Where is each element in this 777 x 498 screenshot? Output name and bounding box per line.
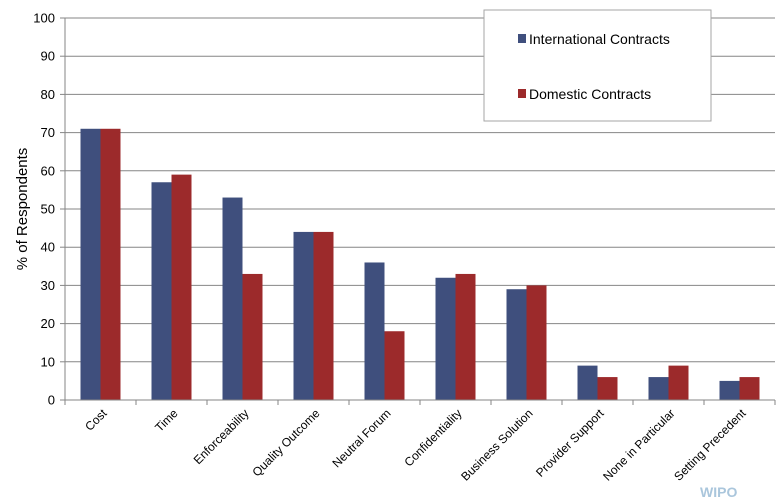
bar-domestic-4 [384, 331, 405, 400]
legend-swatch-domestic [518, 89, 526, 98]
x-category-label: Quality Outcome [250, 406, 323, 479]
bar-international-5 [435, 277, 456, 400]
y-axis-ticks: 0 10 20 30 40 50 60 70 80 90 100 [33, 11, 55, 408]
bar-international-2 [222, 197, 243, 400]
bar-international-9 [719, 380, 740, 400]
y-tick-label: 100 [33, 11, 55, 26]
y-tick-label: 20 [41, 316, 55, 331]
bar-international-4 [364, 262, 385, 400]
x-category-label: Confidentiality [401, 406, 464, 469]
bar-international-1 [151, 182, 172, 400]
y-tick-label: 60 [41, 163, 55, 178]
y-tick-label: 0 [48, 393, 55, 408]
legend-label-international: International Contracts [529, 31, 670, 47]
legend: International Contracts Domestic Contrac… [483, 9, 712, 122]
bar-domestic-0 [100, 128, 121, 400]
bar-international-8 [648, 377, 669, 400]
y-tick-label: 40 [41, 240, 55, 255]
bar-domestic-2 [242, 273, 263, 400]
legend-box [483, 9, 712, 122]
x-category-label: Neutral Forum [329, 406, 393, 470]
bar-domestic-7 [597, 377, 618, 400]
y-tick-label: 30 [41, 278, 55, 293]
bar-international-6 [506, 289, 527, 400]
x-category-label: Setting Precedent [671, 406, 749, 484]
y-tick-label: 90 [41, 49, 55, 64]
x-category-label: None in Particular [600, 406, 677, 483]
x-category-label: Enforceability [191, 406, 252, 467]
x-category-label: Time [152, 406, 181, 435]
bar-domestic-8 [668, 365, 689, 400]
bars [80, 128, 760, 400]
legend-label-domestic: Domestic Contracts [529, 86, 651, 102]
bar-international-7 [577, 365, 598, 400]
bar-international-3 [293, 231, 314, 400]
bar-domestic-9 [739, 377, 760, 400]
y-tick-label: 50 [41, 202, 55, 217]
y-tick-label: 80 [41, 87, 55, 102]
y-tick-label: 70 [41, 125, 55, 140]
x-category-label: Provider Support [533, 406, 607, 480]
bar-domestic-1 [171, 174, 192, 400]
bar-domestic-5 [455, 273, 476, 400]
y-tick-label: 10 [41, 354, 55, 369]
x-category-label: Cost [82, 406, 110, 434]
bar-domestic-3 [313, 231, 334, 400]
x-category-label: Business Solution [458, 406, 535, 483]
bar-international-0 [80, 128, 101, 400]
legend-swatch-international [518, 34, 526, 43]
bar-domestic-6 [526, 285, 547, 400]
y-axis-label: % of Respondents [14, 148, 31, 271]
wipo-watermark: WIPO [700, 484, 737, 498]
axes [60, 17, 776, 405]
